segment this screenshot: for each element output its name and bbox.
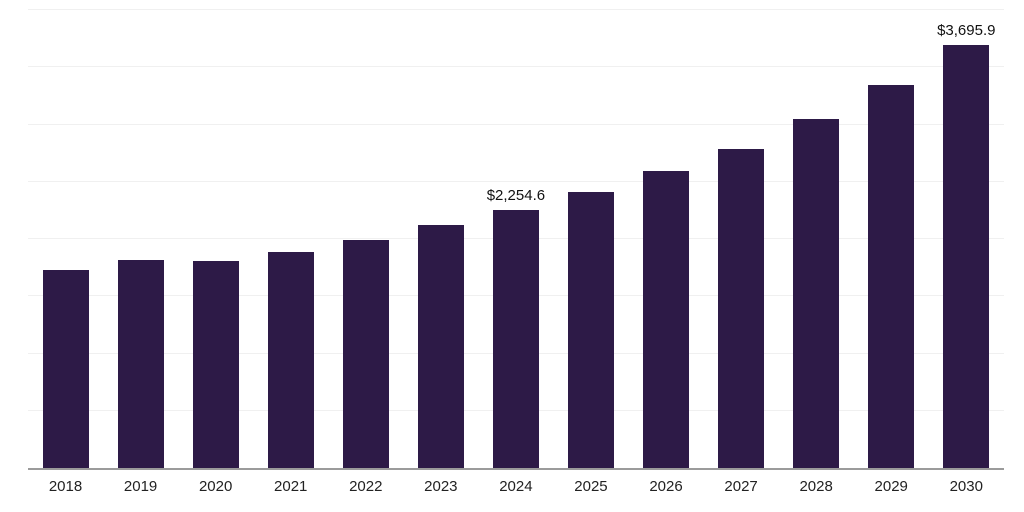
bar-group-2022: 2022 (329, 10, 403, 495)
bar-group-2020: 2020 (179, 10, 253, 495)
x-tick-2029: 2029 (874, 478, 908, 495)
bar-group-2025: 2025 (554, 10, 628, 495)
x-tick-2018: 2018 (48, 478, 83, 495)
x-tick-2026: 2026 (649, 478, 683, 495)
data-label-2030: $3,695.9 (937, 21, 996, 39)
bar-group-2024: $2,254.6 2024 (479, 10, 553, 495)
x-tick-2021: 2021 (274, 478, 308, 495)
bar-2030 (943, 44, 990, 468)
x-tick-2022: 2022 (349, 478, 383, 495)
bar-2019 (117, 259, 164, 468)
bar-2020 (192, 261, 239, 468)
x-tick-2030: 2030 (949, 478, 983, 495)
data-label-2024: $2,254.6 (486, 186, 546, 204)
bar-group-2026: 2026 (629, 10, 703, 495)
bar-group-2021: 2021 (254, 10, 328, 495)
bar-group-2027: 2027 (704, 10, 778, 495)
bar-group-2023: 2023 (404, 10, 478, 495)
bar-group-2019: 2019 (104, 10, 178, 495)
bar-2027 (718, 148, 765, 468)
x-tick-2027: 2027 (724, 478, 758, 495)
bar-2023 (417, 225, 464, 468)
bar-2028 (793, 118, 840, 468)
bar-2029 (868, 85, 915, 468)
bar-2021 (267, 251, 314, 468)
bar-2026 (643, 171, 690, 468)
gridline-3000 (28, 123, 1004, 125)
bar-group-2018: 2018 (29, 10, 103, 495)
gridline-4000 (28, 9, 1004, 10)
x-tick-2019: 2019 (123, 478, 158, 495)
x-tick-2025: 2025 (574, 478, 608, 495)
bar-2024 (492, 209, 539, 468)
bar-group-2028: 2028 (779, 10, 853, 495)
bar-2018 (42, 269, 89, 468)
bars: 2018 2019 2020 2021 2022 2023 $2,254.6 2024 2025… (28, 10, 1004, 495)
x-tick-2020: 2020 (198, 478, 233, 495)
bar-2025 (567, 192, 614, 468)
gridline-2500 (28, 180, 1004, 182)
x-tick-2024: 2024 (499, 478, 533, 495)
bar-group-2030: $3,695.9 2030 (929, 10, 1003, 495)
bar-2022 (342, 240, 389, 468)
x-tick-2023: 2023 (424, 478, 458, 495)
bar-group-2029: 2029 (854, 10, 928, 495)
plot-area: 2018 2019 2020 2021 2022 2023 $2,254.6 2024 2025… (28, 9, 1004, 495)
x-tick-2028: 2028 (799, 478, 833, 495)
gridline-3500 (28, 66, 1004, 68)
